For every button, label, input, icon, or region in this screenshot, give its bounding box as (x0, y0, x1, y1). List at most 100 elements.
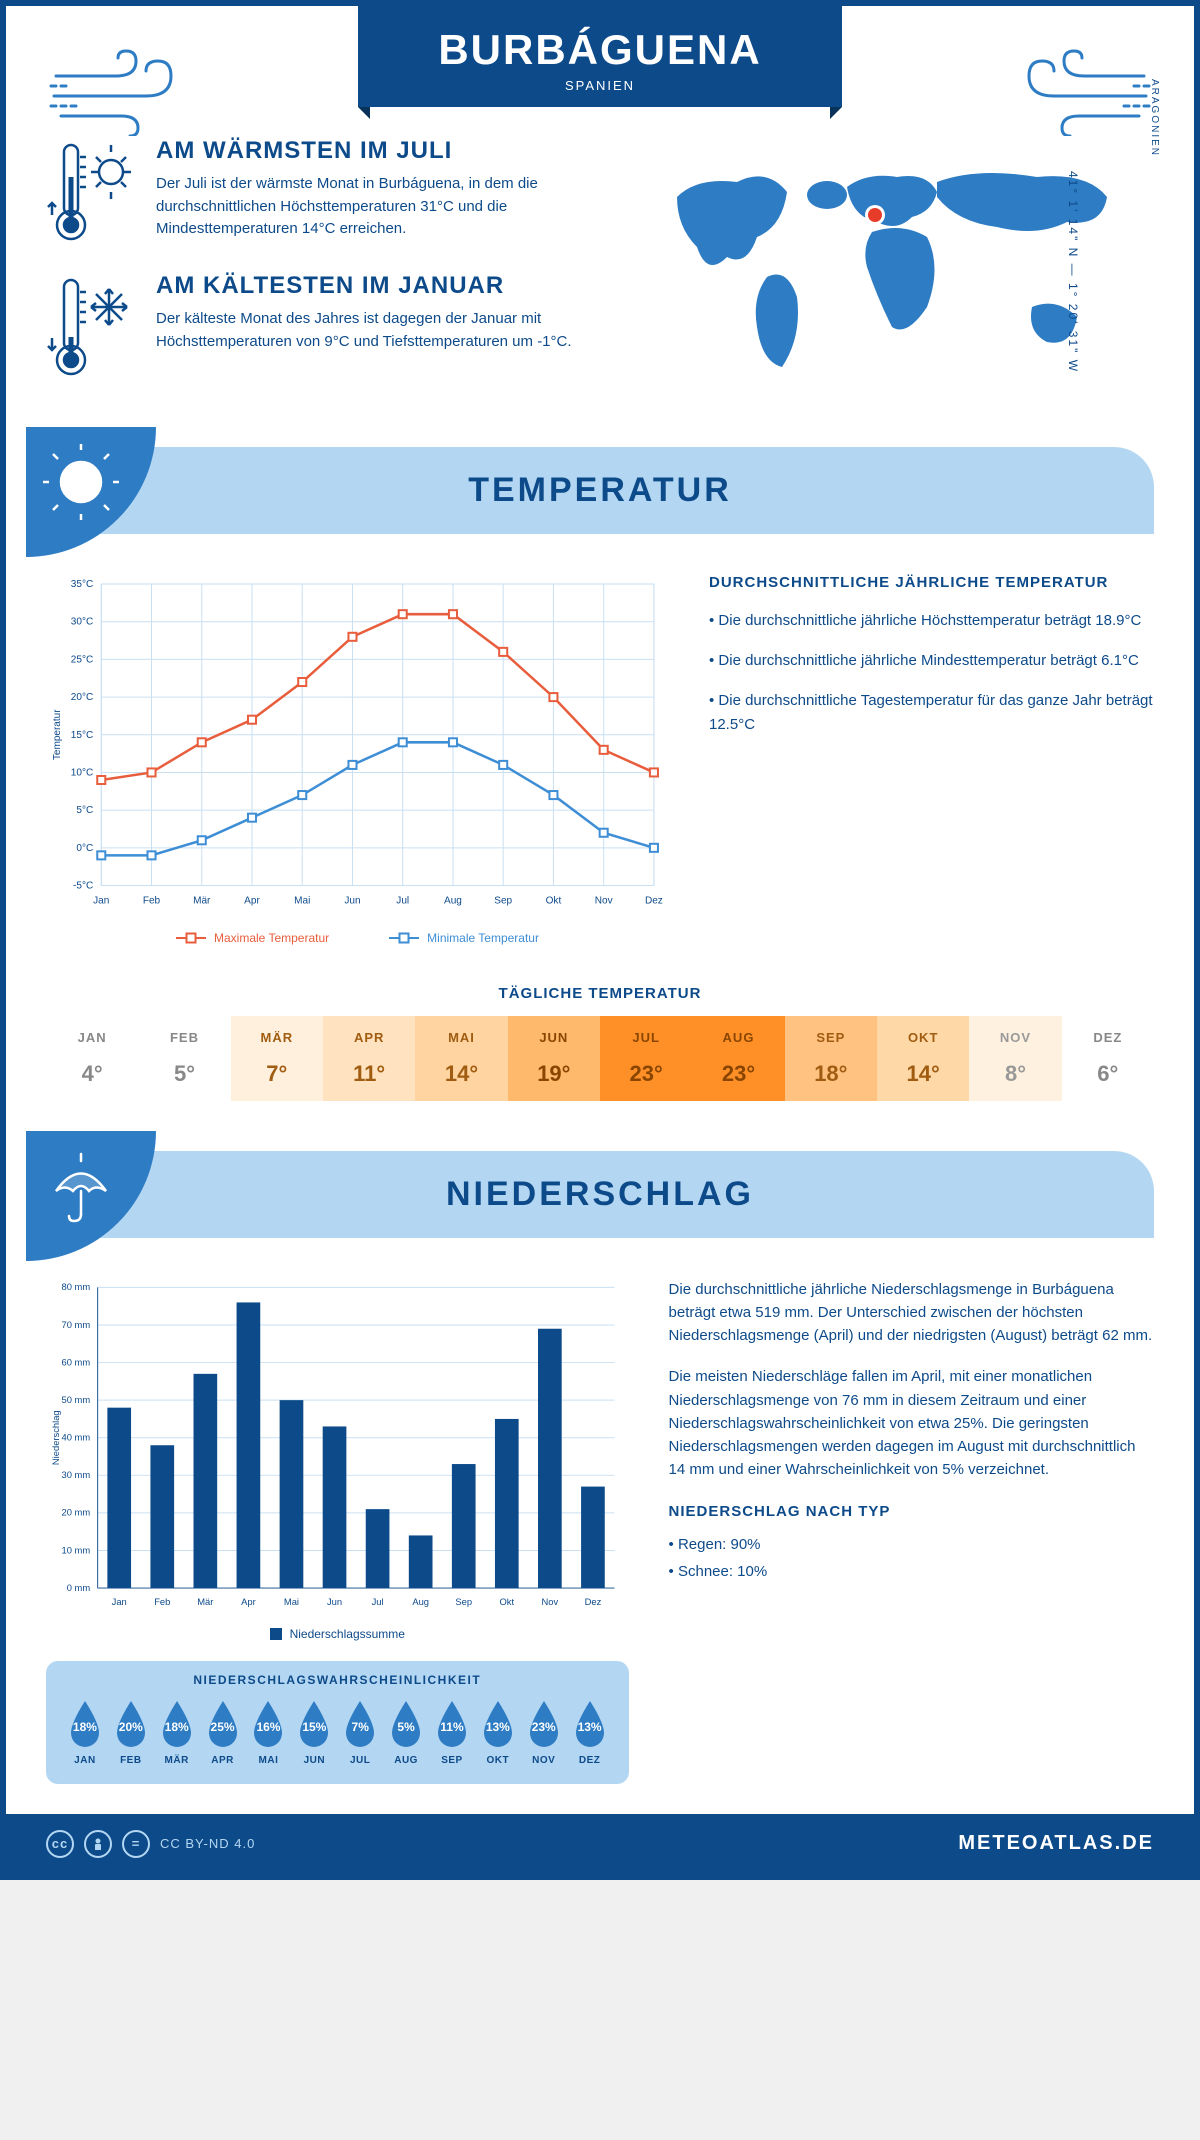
header: BURBÁGUENA SPANIEN (46, 36, 1154, 107)
svg-text:30°C: 30°C (71, 617, 93, 628)
daily-temp-cell: OKT 14° (877, 1016, 969, 1101)
license-text: CC BY-ND 4.0 (160, 1836, 255, 1851)
coordinates: 41° 1' 14" N — 1° 20' 31" W (1066, 171, 1080, 373)
warmest-title: AM WÄRMSTEN IM JULI (156, 137, 580, 165)
svg-text:Niederschlag: Niederschlag (50, 1410, 61, 1465)
sun-icon (26, 427, 156, 557)
svg-text:60 mm: 60 mm (62, 1356, 91, 1367)
svg-text:Okt: Okt (546, 896, 562, 907)
temperature-section-title: TEMPERATUR (46, 447, 1154, 534)
site-name: METEOATLAS.DE (958, 1832, 1154, 1855)
legend-precip: Niederschlagssumme (290, 1627, 405, 1641)
intro-section: AM WÄRMSTEN IM JULI Der Juli ist der wär… (46, 137, 1154, 407)
svg-text:Mai: Mai (294, 896, 310, 907)
svg-text:Sep: Sep (494, 896, 512, 907)
svg-text:Aug: Aug (412, 1596, 429, 1607)
svg-text:0°C: 0°C (76, 843, 93, 854)
svg-text:20°C: 20°C (71, 692, 93, 703)
daily-temp-grid: JAN 4° FEB 5° MÄR 7° APR 11° MAI 14° JUN… (46, 1016, 1154, 1101)
svg-text:Mär: Mär (197, 1596, 213, 1607)
precipitation-probability: NIEDERSCHLAGSWAHRSCHEINLICHKEIT 18% JAN … (46, 1661, 629, 1784)
daily-temp-cell: JUN 19° (508, 1016, 600, 1101)
svg-text:Jun: Jun (327, 1596, 342, 1607)
svg-text:70 mm: 70 mm (62, 1318, 91, 1329)
daily-temp-cell: AUG 23° (692, 1016, 784, 1101)
precip-prob-cell: 18% JAN (64, 1699, 106, 1766)
svg-text:Feb: Feb (143, 896, 161, 907)
svg-text:Feb: Feb (154, 1596, 170, 1607)
daily-temp-cell: MÄR 7° (231, 1016, 323, 1101)
svg-text:Jun: Jun (344, 896, 360, 907)
thermometer-snow-icon (46, 272, 136, 382)
country-label: SPANIEN (438, 78, 761, 93)
precipitation-section-title: NIEDERSCHLAG (46, 1151, 1154, 1238)
svg-text:Sep: Sep (455, 1596, 472, 1607)
precipitation-info: Die durchschnittliche jährliche Niedersc… (669, 1278, 1154, 1784)
svg-text:25°C: 25°C (71, 654, 93, 665)
svg-text:50 mm: 50 mm (62, 1394, 91, 1405)
precip-prob-cell: 25% APR (202, 1699, 244, 1766)
temperature-info: DURCHSCHNITTLICHE JÄHRLICHE TEMPERATUR •… (709, 574, 1154, 945)
thermometer-sun-icon (46, 137, 136, 247)
svg-text:Nov: Nov (595, 896, 613, 907)
svg-text:Jul: Jul (372, 1596, 384, 1607)
warmest-body: Der Juli ist der wärmste Monat in Burbág… (156, 173, 580, 241)
legend-max: Maximale Temperatur (214, 931, 329, 945)
svg-text:35°C: 35°C (71, 579, 93, 590)
svg-text:Dez: Dez (585, 1596, 602, 1607)
precip-prob-cell: 20% FEB (110, 1699, 152, 1766)
daily-temp-cell: DEZ 6° (1062, 1016, 1154, 1101)
region-label: ARAGONIEN (1149, 79, 1160, 157)
svg-text:Jan: Jan (112, 1596, 127, 1607)
daily-temp-cell: JUL 23° (600, 1016, 692, 1101)
svg-text:Apr: Apr (244, 896, 260, 907)
svg-text:Temperatur: Temperatur (52, 709, 63, 760)
coldest-body: Der kälteste Monat des Jahres ist dagege… (156, 308, 580, 353)
footer: cc = CC BY-ND 4.0 METEOATLAS.DE (6, 1814, 1194, 1874)
svg-text:Nov: Nov (542, 1596, 559, 1607)
svg-text:Jul: Jul (396, 896, 409, 907)
coldest-block: AM KÄLTESTEN IM JANUAR Der kälteste Mona… (46, 272, 580, 382)
precip-prob-cell: 23% NOV (523, 1699, 565, 1766)
title-banner: BURBÁGUENA SPANIEN (358, 6, 841, 107)
daily-temp-cell: NOV 8° (969, 1016, 1061, 1101)
precip-prob-cell: 16% MAI (248, 1699, 290, 1766)
precip-prob-cell: 11% SEP (431, 1699, 473, 1766)
svg-text:10°C: 10°C (71, 767, 93, 778)
svg-text:15°C: 15°C (71, 730, 93, 741)
svg-text:10 mm: 10 mm (62, 1544, 91, 1555)
daily-temp-cell: FEB 5° (138, 1016, 230, 1101)
cc-icon: cc (46, 1830, 74, 1858)
daily-temp-cell: APR 11° (323, 1016, 415, 1101)
umbrella-icon (26, 1131, 156, 1261)
precip-prob-cell: 7% JUL (339, 1699, 381, 1766)
daily-temp-cell: MAI 14° (415, 1016, 507, 1101)
svg-text:20 mm: 20 mm (62, 1506, 91, 1517)
daily-temp-heading: TÄGLICHE TEMPERATUR (46, 985, 1154, 1002)
svg-text:-5°C: -5°C (73, 881, 93, 892)
nd-icon: = (122, 1830, 150, 1858)
wind-icon (46, 46, 186, 151)
svg-text:Okt: Okt (499, 1596, 514, 1607)
warmest-block: AM WÄRMSTEN IM JULI Der Juli ist der wär… (46, 137, 580, 247)
by-icon (84, 1830, 112, 1858)
svg-text:40 mm: 40 mm (62, 1431, 91, 1442)
svg-text:5°C: 5°C (76, 805, 93, 816)
svg-text:Aug: Aug (444, 896, 462, 907)
svg-text:Dez: Dez (645, 896, 663, 907)
wind-icon (1014, 46, 1154, 151)
svg-text:Jan: Jan (93, 896, 109, 907)
precip-prob-cell: 13% OKT (477, 1699, 519, 1766)
daily-temp-cell: JAN 4° (46, 1016, 138, 1101)
city-title: BURBÁGUENA (438, 26, 761, 74)
svg-text:80 mm: 80 mm (62, 1281, 91, 1292)
precip-prob-cell: 5% AUG (385, 1699, 427, 1766)
precip-prob-cell: 13% DEZ (569, 1699, 611, 1766)
svg-text:Apr: Apr (241, 1596, 256, 1607)
svg-text:Mär: Mär (193, 896, 211, 907)
precip-prob-cell: 18% MÄR (156, 1699, 198, 1766)
daily-temp-cell: SEP 18° (785, 1016, 877, 1101)
coldest-title: AM KÄLTESTEN IM JANUAR (156, 272, 580, 300)
svg-text:Mai: Mai (284, 1596, 299, 1607)
svg-text:30 mm: 30 mm (62, 1469, 91, 1480)
